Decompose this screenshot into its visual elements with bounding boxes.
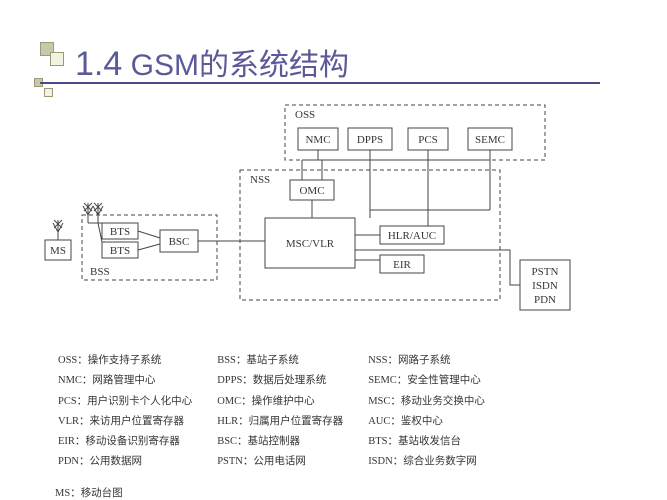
node-semc-label: SEMC	[475, 134, 505, 146]
node-ms: MS	[45, 240, 71, 260]
group-nss-label: NSS	[250, 174, 270, 186]
node-pstn-label-2: ISDN	[532, 280, 558, 292]
node-hlr-auc: HLR/AUC	[380, 226, 444, 244]
node-bts1-label: BTS	[110, 226, 130, 238]
node-dpps: DPPS	[348, 128, 392, 150]
glossary-ms-val: 移动台图	[81, 488, 123, 499]
node-pstn-label-1: PSTN	[532, 266, 559, 278]
node-ms-label: MS	[50, 245, 66, 257]
glossary-cell: ISDN：综合业务数字网	[367, 453, 507, 471]
node-omc: OMC	[290, 180, 334, 200]
node-nmc: NMC	[298, 128, 338, 150]
gsm-architecture-diagram: OSS NSS BSS NMC DPPS PCS SEMC OMC	[40, 100, 600, 340]
node-bsc: BSC	[160, 230, 198, 252]
node-bsc-label: BSC	[169, 236, 190, 248]
node-omc-label: OMC	[299, 185, 324, 197]
glossary-ms-key: MS	[55, 488, 70, 499]
glossary: OSS：操作支持子系统BSS：基站子系统NSS：网路子系统 NMC：网路管理中心D…	[55, 350, 615, 500]
antenna-icon-3	[93, 203, 103, 223]
glossary-table: OSS：操作支持子系统BSS：基站子系统NSS：网路子系统 NMC：网路管理中心D…	[55, 350, 509, 474]
glossary-cell: PCS：用户识别卡个人化中心	[57, 393, 214, 411]
antenna-icon-2	[83, 203, 93, 223]
title-underline	[40, 82, 600, 84]
glossary-cell: HLR：归属用户位置寄存器	[216, 413, 365, 431]
glossary-cell: MSC：移动业务交换中心	[367, 393, 507, 411]
node-pstn-isdn-pdn: PSTN ISDN PDN	[520, 260, 570, 310]
title-text: GSM的系统结构	[131, 49, 349, 82]
node-dpps-label: DPPS	[357, 134, 383, 146]
glossary-cell: BTS：基站收发信台	[367, 433, 507, 451]
node-bts2-label: BTS	[110, 245, 130, 257]
glossary-cell: NSS：网路子系统	[367, 352, 507, 370]
node-eir-label: EIR	[393, 259, 411, 271]
glossary-cell: PSTN：公用电话网	[216, 453, 365, 471]
glossary-cell: SEMC：安全性管理中心	[367, 372, 507, 390]
node-nmc-label: NMC	[305, 134, 330, 146]
node-msc-vlr: MSC/VLR	[265, 218, 355, 268]
antenna-icon-1	[53, 220, 63, 240]
slide: 1.4 GSM的系统结构 OSS NSS BSS NMC DPPS PCS SE…	[0, 0, 667, 500]
node-pcs-label: PCS	[418, 134, 438, 146]
group-oss-label: OSS	[295, 109, 315, 121]
node-bts-2: BTS	[102, 242, 138, 258]
node-pstn-label-3: PDN	[534, 294, 556, 306]
glossary-cell: OSS：操作支持子系统	[57, 352, 214, 370]
glossary-cell: VLR：来访用户位置寄存器	[57, 413, 214, 431]
title-number: 1.4	[75, 45, 122, 83]
group-bss-label: BSS	[90, 266, 110, 278]
node-semc: SEMC	[468, 128, 512, 150]
page-title: 1.4 GSM的系统结构	[75, 40, 349, 84]
glossary-cell: PDN：公用数据网	[57, 453, 214, 471]
glossary-cell: BSS：基站子系统	[216, 352, 365, 370]
glossary-cell: OMC：操作维护中心	[216, 393, 365, 411]
node-pcs: PCS	[408, 128, 448, 150]
node-eir: EIR	[380, 255, 424, 273]
node-bts-1: BTS	[102, 223, 138, 239]
glossary-cell: EIR：移动设备识别寄存器	[57, 433, 214, 451]
glossary-cell: BSC：基站控制器	[216, 433, 365, 451]
glossary-cell: NMC：网路管理中心	[57, 372, 214, 390]
glossary-cell: AUC：鉴权中心	[367, 413, 507, 431]
node-msc-label: MSC/VLR	[286, 238, 335, 250]
glossary-ms: MS：移动台图	[55, 486, 615, 500]
node-hlr-label: HLR/AUC	[388, 230, 436, 242]
glossary-cell: DPPS：数据后处理系统	[216, 372, 365, 390]
